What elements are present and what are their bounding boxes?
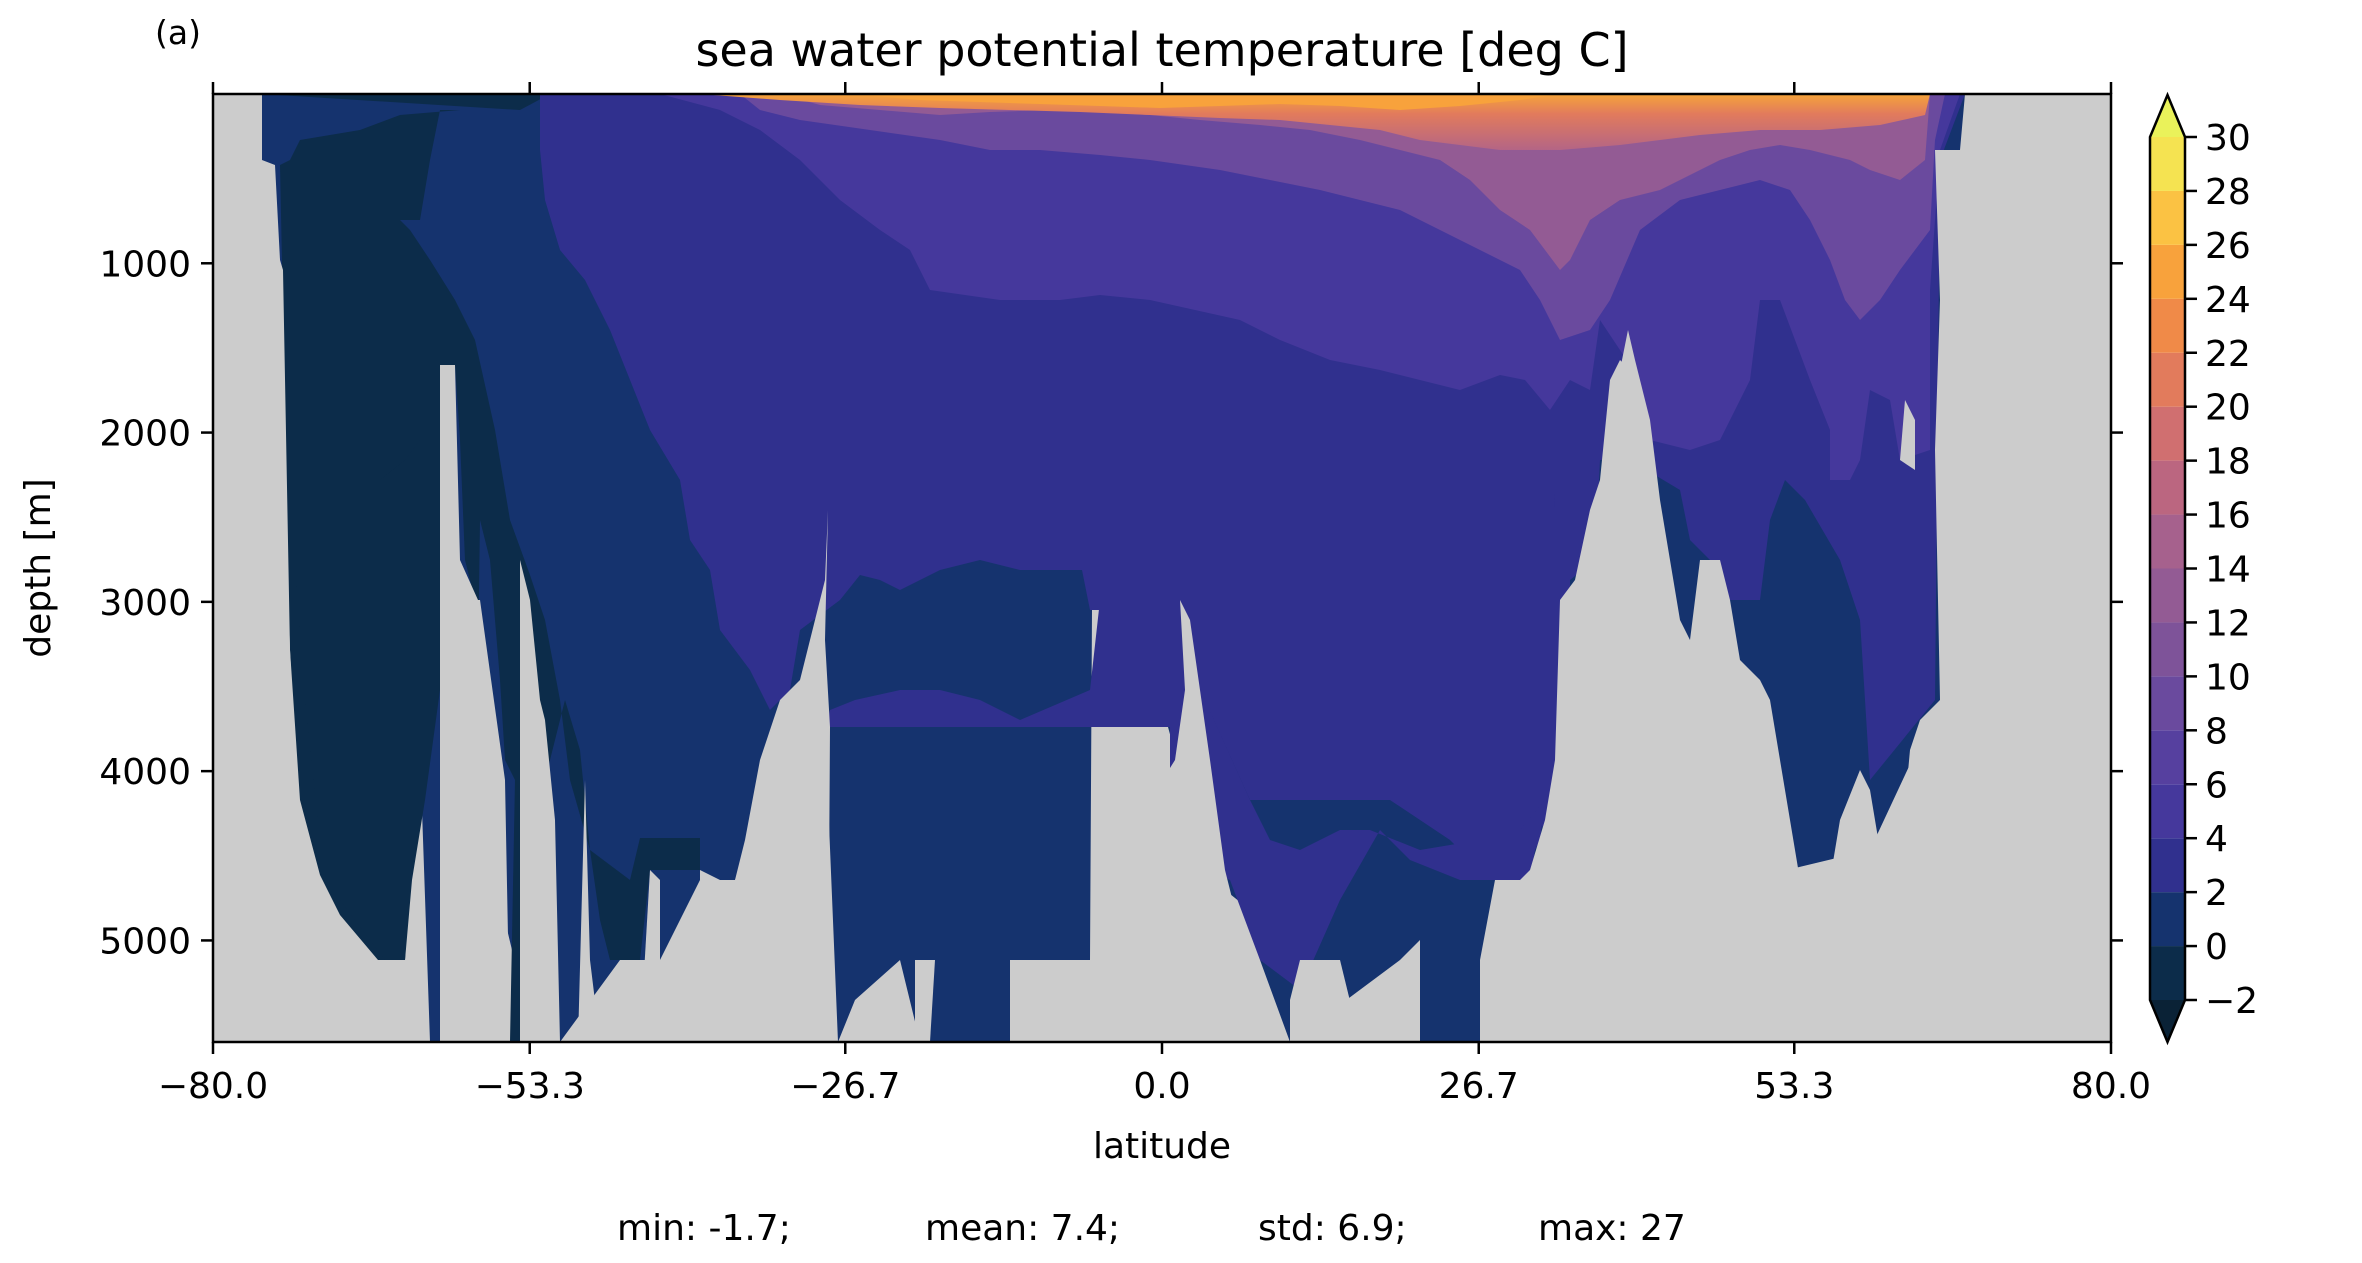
- colorbar-segment: [2150, 137, 2185, 191]
- land-equator: [1010, 960, 1092, 1042]
- y-tick-label: 5000: [99, 921, 191, 962]
- stat-min: min: -1.7;: [617, 1208, 791, 1249]
- colorbar-tick-label: 20: [2205, 388, 2251, 429]
- land-sub-4: [915, 960, 935, 1042]
- land-north-column-1: [1620, 330, 1640, 400]
- colorbar-segment: [2150, 190, 2185, 245]
- colorbar-segment: [2150, 460, 2185, 515]
- x-tick-label: 26.7: [1439, 1066, 1519, 1107]
- colorbar-segment: [2150, 244, 2185, 299]
- x-tick-label: 80.0: [2071, 1066, 2151, 1107]
- panel-label: (a): [155, 13, 201, 52]
- stat-std: std: 6.9;: [1258, 1208, 1407, 1249]
- land-antarctic: [213, 94, 378, 1042]
- colorbar-segment: [2150, 622, 2185, 677]
- colorbar-segment: [2150, 946, 2185, 1000]
- colorbar-segment: [2150, 730, 2185, 785]
- land-north-sub: [1150, 600, 1270, 1042]
- land-masks: [213, 94, 2111, 1042]
- colorbar-tick-label: 10: [2205, 657, 2251, 698]
- colorbar-segment: [2150, 514, 2185, 569]
- land-north-ridge: [1480, 94, 2111, 1042]
- x-axis: −80.0 −53.3 −26.7 0.0 26.7 53.3 80.0: [158, 82, 2151, 1107]
- water-surface-hot: [850, 94, 1560, 110]
- colorbar-tick-label: 26: [2205, 226, 2251, 267]
- colorbar-tick-label: 22: [2205, 334, 2251, 375]
- x-tick-label: 0.0: [1133, 1066, 1190, 1107]
- colorbar-tick-label: 0: [2205, 927, 2228, 968]
- colorbar-over-arrow: [2150, 95, 2185, 137]
- colorbar-tick-label: 28: [2205, 172, 2251, 213]
- section-plot: [213, 94, 2111, 1042]
- colorbar-tick-label: 30: [2205, 118, 2251, 159]
- colorbar-segment: [2150, 838, 2185, 893]
- colorbar-tick-label: 16: [2205, 496, 2251, 537]
- water-cold-0C-south: [290, 380, 440, 960]
- land-south-ridge: [440, 365, 510, 1042]
- land-sub-3: [700, 510, 830, 1042]
- colorbar-segment: [2150, 892, 2185, 947]
- x-tick-label: −53.3: [475, 1066, 585, 1107]
- y-axis-label: depth [m]: [18, 478, 59, 657]
- water-surface-warm: [700, 94, 1930, 150]
- colorbar-segment: [2150, 676, 2185, 731]
- land-north-column-2: [1900, 400, 1915, 470]
- y-tick-label: 2000: [99, 414, 191, 455]
- colorbar-tick-label: −2: [2205, 981, 2258, 1022]
- colorbar-under-arrow: [2150, 1000, 2185, 1042]
- stat-mean: mean: 7.4;: [925, 1208, 1120, 1249]
- colorbar-tick-label: 14: [2205, 550, 2251, 591]
- y-tick-label: 3000: [99, 583, 191, 624]
- y-tick-label: 4000: [99, 752, 191, 793]
- y-axis: 1000 2000 3000 4000 5000: [99, 244, 2123, 962]
- x-tick-label: −26.7: [790, 1066, 900, 1107]
- stats-footer: min: -1.7; mean: 7.4; std: 6.9; max: 27: [617, 1208, 1686, 1249]
- colorbar-segment: [2150, 784, 2185, 839]
- colorbar-tick-label: 24: [2205, 280, 2251, 321]
- colorbar-tick-label: 2: [2205, 873, 2228, 914]
- colorbar-tick-label: 12: [2205, 603, 2251, 644]
- colorbar-tick-label: 18: [2205, 442, 2251, 483]
- colorbar-tick-label: 8: [2205, 711, 2228, 752]
- chart-title: sea water potential temperature [deg C]: [695, 23, 1628, 77]
- colorbar-tick-label: 4: [2205, 819, 2228, 860]
- colorbar-segment: [2150, 352, 2185, 407]
- stat-max: max: 27: [1538, 1208, 1686, 1249]
- colorbar-tick-label: 6: [2205, 765, 2228, 806]
- land-north-atl: [1290, 960, 1360, 1042]
- colorbar-segment: [2150, 568, 2185, 623]
- land-scotia: [520, 560, 560, 1042]
- x-tick-label: −80.0: [158, 1066, 268, 1107]
- y-tick-label: 1000: [99, 244, 191, 285]
- colorbar-segment: [2150, 406, 2185, 461]
- x-axis-label: latitude: [1093, 1126, 1231, 1167]
- land-sub-1: [578, 780, 600, 1042]
- land-sub-2: [640, 870, 660, 1042]
- water-fill: [262, 94, 1965, 1042]
- colorbar-segment: [2150, 298, 2185, 353]
- land-north-sub2: [1400, 940, 1420, 1042]
- x-tick-label: 53.3: [1754, 1066, 1834, 1107]
